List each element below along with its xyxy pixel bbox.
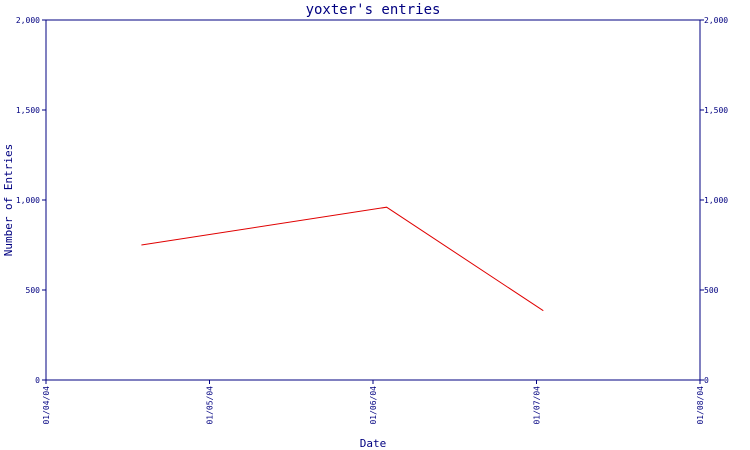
- x-tick-label: 01/05/04: [206, 386, 215, 425]
- y-axis-right: 0 500 1,000 1,500 2,000: [700, 16, 728, 385]
- y-tick-label-left: 1,500: [16, 106, 40, 115]
- y-tick-label-left: 500: [26, 286, 41, 295]
- y-tick-label-right: 1,000: [704, 196, 728, 205]
- x-axis: 01/04/04 01/05/04 01/06/04 01/07/04 01/08/04: [42, 380, 705, 425]
- y-tick-label-left: 0: [35, 376, 40, 385]
- y-axis-label: Number of Entries: [2, 144, 15, 257]
- x-tick-label: 01/07/04: [533, 386, 542, 425]
- chart-title: yoxter's entries: [306, 2, 441, 18]
- y-tick-label-right: 1,500: [704, 106, 728, 115]
- y-tick-label-left: 1,000: [16, 196, 40, 205]
- x-tick-label: 01/08/04: [696, 386, 705, 425]
- x-tick-label: 01/06/04: [369, 386, 378, 425]
- y-tick-label-left: 2,000: [16, 16, 40, 25]
- y-tick-label-right: 2,000: [704, 16, 728, 25]
- x-axis-label: Date: [360, 437, 387, 450]
- y-tick-label-right: 500: [704, 286, 719, 295]
- series-line: [141, 206, 544, 312]
- y-tick-label-right: 0: [704, 376, 709, 385]
- x-tick-label: 01/04/04: [42, 386, 51, 425]
- y-axis-left: 0 500 1,000 1,500 2,000: [16, 16, 46, 385]
- plot-frame: [45, 19, 701, 381]
